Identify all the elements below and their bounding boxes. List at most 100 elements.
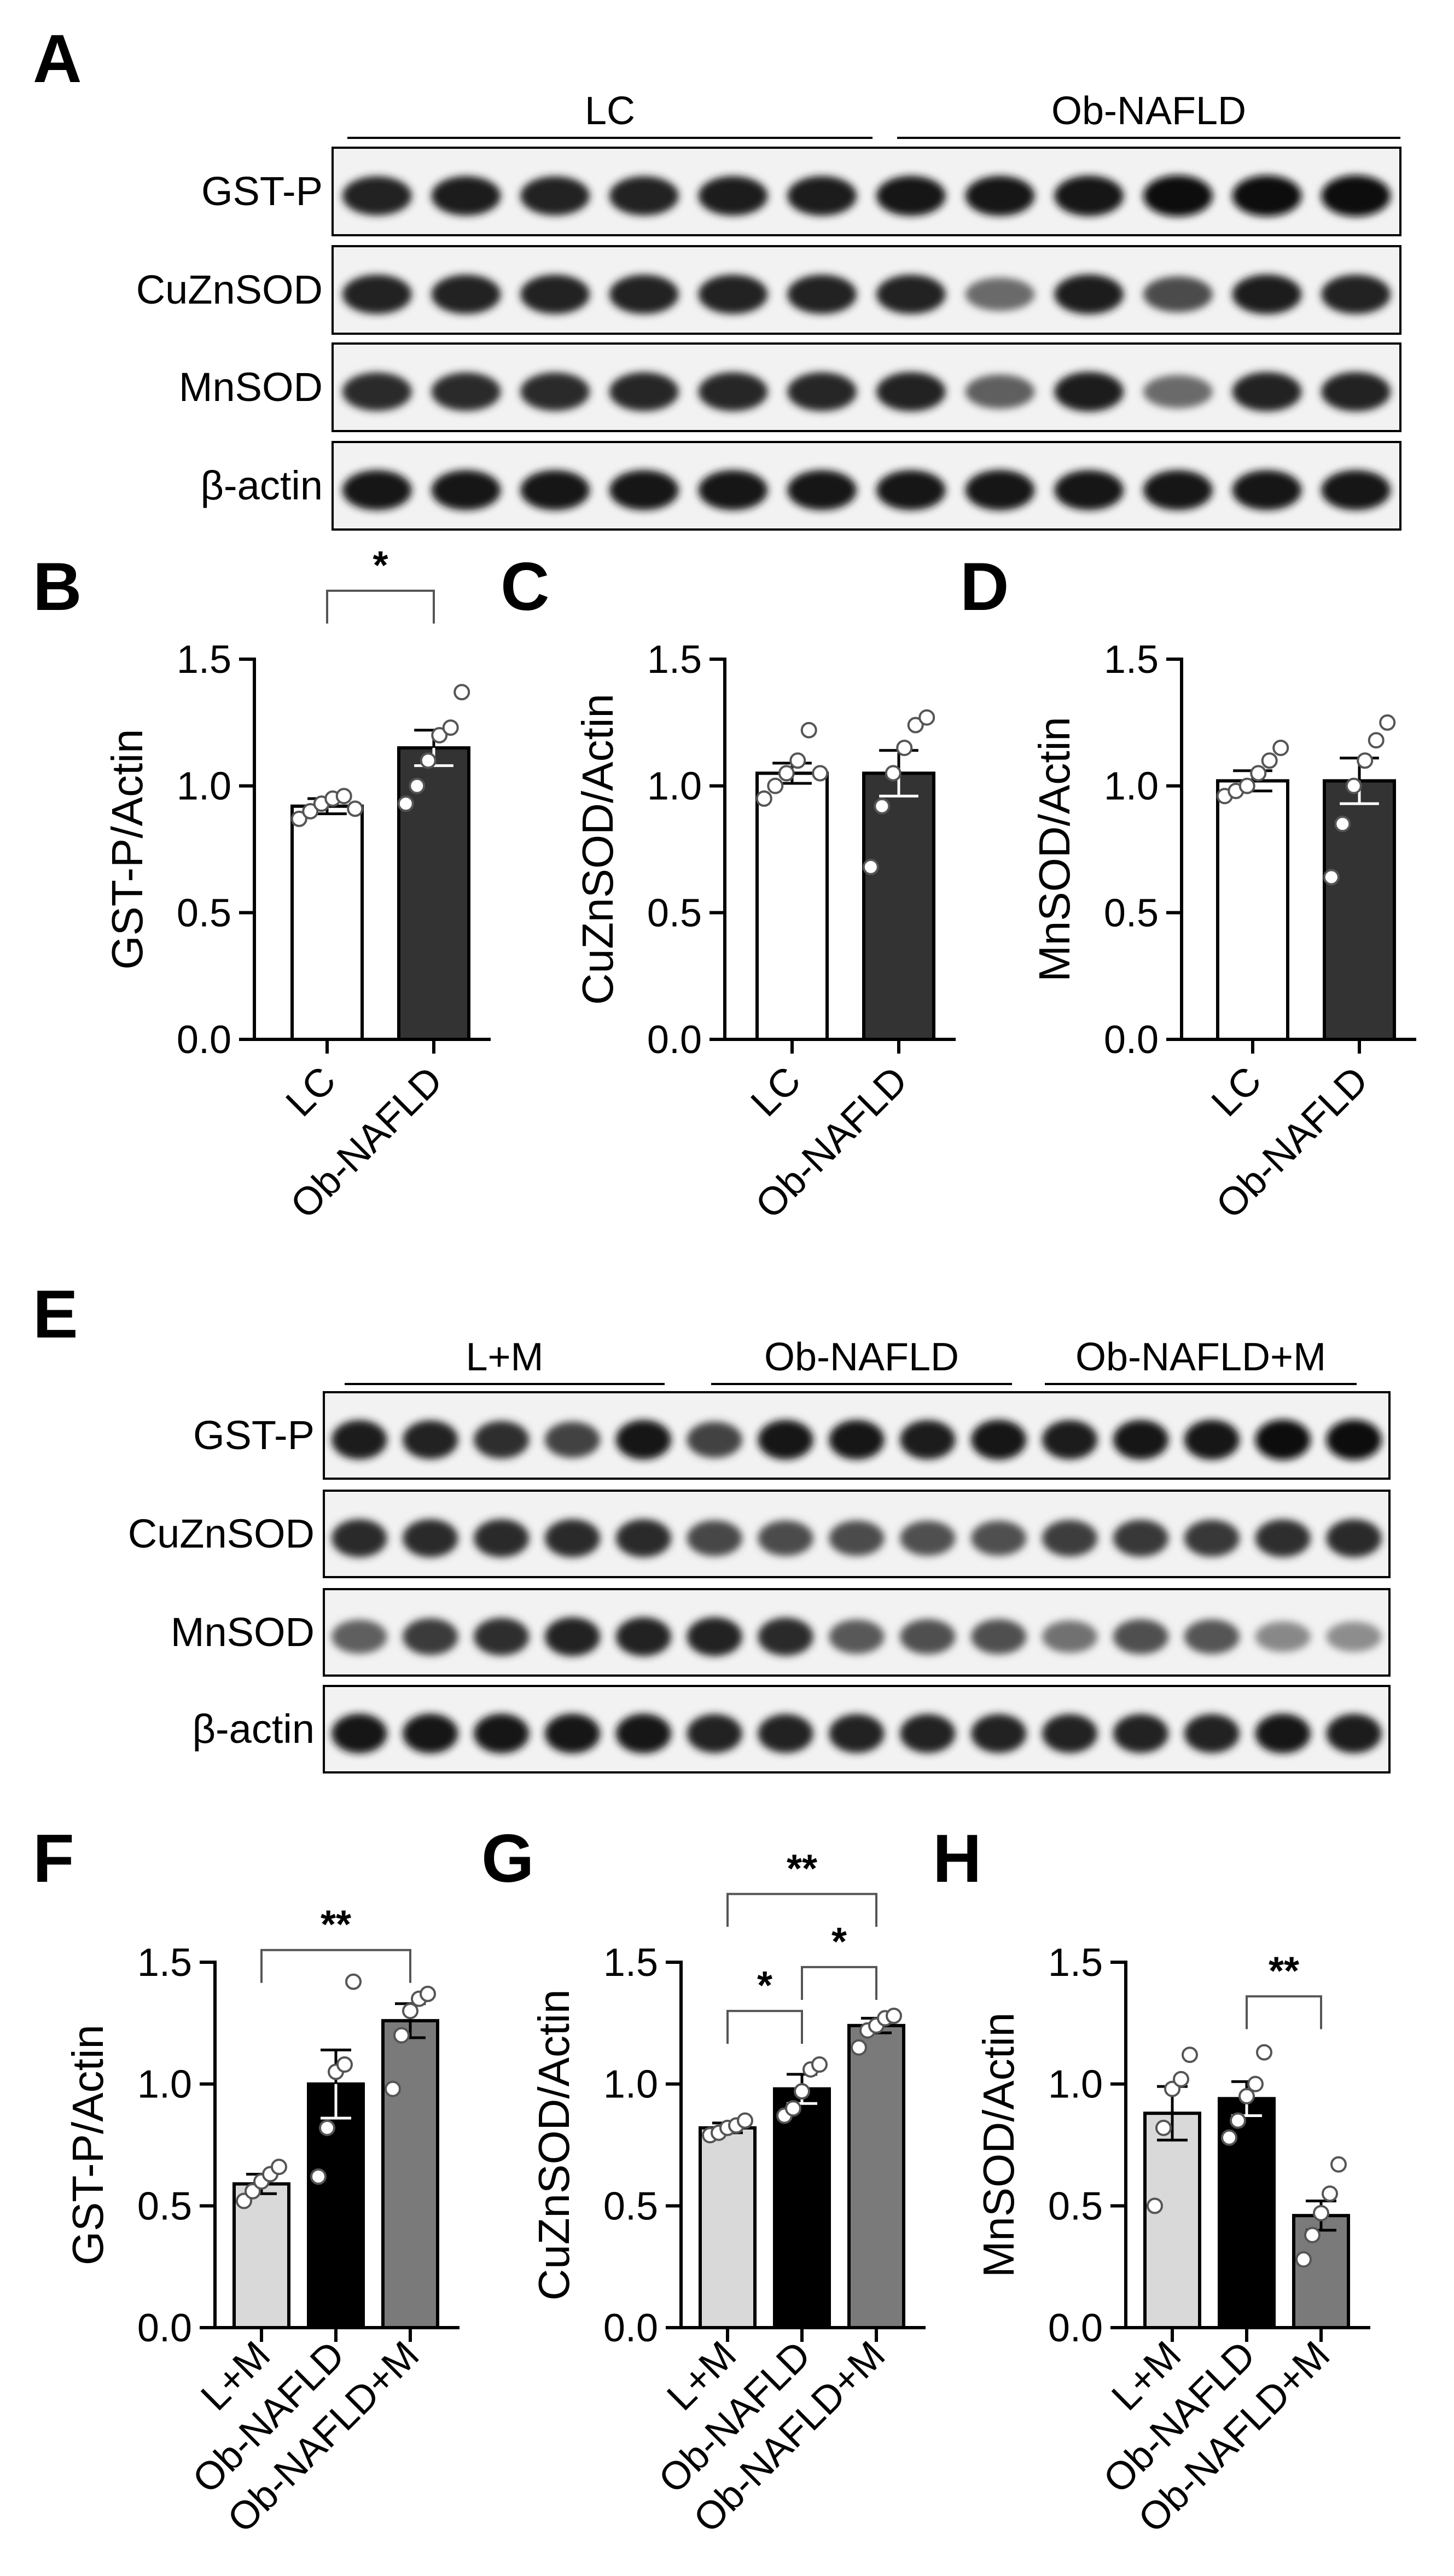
data-point xyxy=(347,800,364,817)
blot-band xyxy=(431,470,501,510)
blot-band xyxy=(1143,470,1213,510)
blot-row-gst-p: GST-P xyxy=(201,147,1401,236)
group-label-ob-nafld-m: Ob-NAFLD+M xyxy=(1075,1335,1326,1379)
blot-band xyxy=(1326,1420,1382,1460)
panel-letter-d: D xyxy=(960,549,1009,625)
blot-band xyxy=(900,1520,956,1556)
blot-band xyxy=(474,1618,530,1656)
bar-l-m xyxy=(1143,2112,1201,2330)
blot-band xyxy=(1113,1619,1169,1654)
y-tick-label: 0.0 xyxy=(603,2306,658,2350)
blot-band xyxy=(331,1420,387,1459)
significance-bracket: ** xyxy=(260,1903,411,1983)
blot-band xyxy=(876,176,946,216)
y-axis-label: MnSOD/Actin xyxy=(974,2013,1023,2278)
blot-band xyxy=(971,1520,1027,1556)
blot-band xyxy=(331,1519,387,1557)
blot-row-label: CuZnSOD xyxy=(136,267,323,312)
bar-l-m xyxy=(699,2126,757,2329)
y-tick-label: 1.5 xyxy=(1048,1941,1103,1985)
blot-row-label: CuZnSOD xyxy=(128,1511,315,1556)
blot-band xyxy=(1143,276,1213,312)
blot-row-gst-p: GST-P xyxy=(193,1391,1391,1480)
y-tick-label: 0.5 xyxy=(177,891,231,935)
blot-band xyxy=(1326,1621,1382,1652)
blot-band xyxy=(1143,375,1213,409)
group-label-ob-nafld: Ob-NAFLD xyxy=(1051,89,1246,133)
data-point xyxy=(737,2112,753,2129)
panel-letter-b: B xyxy=(33,549,82,625)
blot-band xyxy=(829,1714,885,1753)
y-tick-label: 1.0 xyxy=(603,2063,658,2107)
data-point xyxy=(811,2056,828,2073)
blot-band xyxy=(342,470,412,510)
blot-band xyxy=(1054,176,1124,216)
data-point xyxy=(1323,869,1340,886)
panel-letter-c: C xyxy=(501,549,550,625)
data-point xyxy=(886,2007,902,2024)
significance-bracket: * xyxy=(801,1920,877,2000)
data-point xyxy=(1247,2075,1264,2092)
y-tick-label: 0.5 xyxy=(1104,891,1159,935)
blot-band xyxy=(1255,1420,1311,1460)
significance-label: ** xyxy=(1269,1949,1299,1993)
significance-bracket: * xyxy=(726,1964,803,2044)
blot-strip xyxy=(331,441,1401,531)
group-label-ob-nafld: Ob-NAFLD xyxy=(764,1335,959,1379)
y-tick-label: 1.0 xyxy=(647,765,702,809)
data-point xyxy=(442,719,459,736)
data-point xyxy=(402,2003,418,2020)
data-point xyxy=(1334,816,1351,833)
blot-band xyxy=(474,1713,530,1754)
y-tick-label: 1.0 xyxy=(1048,2063,1103,2107)
y-tick-label: 0.5 xyxy=(603,2184,658,2228)
data-point xyxy=(1322,2185,1338,2202)
bar-ob-nafld-m xyxy=(1292,2214,1350,2330)
blot-band xyxy=(615,1713,672,1754)
blot-band xyxy=(787,470,857,510)
blot-band xyxy=(1054,274,1124,315)
blot-band xyxy=(1184,1520,1240,1557)
blot-band xyxy=(1184,1714,1240,1753)
data-point xyxy=(1147,2197,1163,2214)
blot-band xyxy=(876,470,946,510)
data-point xyxy=(1368,732,1385,749)
blot-band xyxy=(698,372,768,411)
blot-row-cuznsod: CuZnSOD xyxy=(136,245,1401,335)
blot-band xyxy=(965,470,1035,510)
blot-band xyxy=(1113,1420,1169,1460)
data-point xyxy=(1357,752,1374,769)
group-label-lc: LC xyxy=(585,89,635,133)
blot-band xyxy=(971,1714,1027,1753)
blot-band xyxy=(331,1619,387,1654)
blot-band xyxy=(615,1617,672,1656)
data-point xyxy=(345,1973,362,1990)
blot-band xyxy=(474,1519,530,1557)
data-point xyxy=(335,788,352,805)
significance-bracket: ** xyxy=(726,1847,877,1927)
y-tick-label: 1.5 xyxy=(1104,638,1159,682)
blot-band xyxy=(1255,1519,1311,1557)
data-point xyxy=(1173,2071,1189,2087)
significance-label: ** xyxy=(321,1903,351,1947)
blot-band xyxy=(609,470,679,510)
significance-label: ** xyxy=(787,1847,817,1891)
blot-band xyxy=(1326,1714,1382,1753)
blot-band xyxy=(829,1619,885,1654)
blot-row-mnsod: MnSOD xyxy=(179,342,1401,432)
data-point xyxy=(420,1985,436,2002)
blot-band xyxy=(1054,470,1124,510)
significance-label: * xyxy=(757,1964,772,2008)
data-point xyxy=(800,722,817,739)
panel-letters-layer: A B C D E F G H xyxy=(33,21,1009,1897)
data-point xyxy=(1250,765,1267,782)
data-point xyxy=(1155,2119,1172,2136)
blot-band xyxy=(829,1520,885,1556)
blot-band xyxy=(1042,1714,1098,1753)
blot-band xyxy=(1113,1520,1169,1557)
blot-band xyxy=(520,372,590,411)
y-tick-label: 0.0 xyxy=(177,1018,231,1062)
blot-row-actin: β-actin xyxy=(192,1685,1391,1773)
